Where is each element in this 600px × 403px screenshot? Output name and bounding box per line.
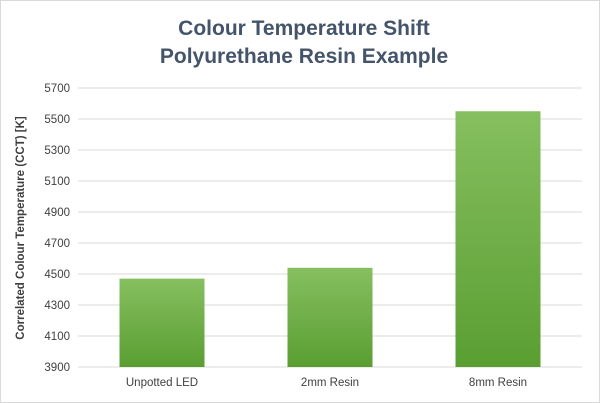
x-tick-label: 2mm Resin xyxy=(301,377,359,389)
y-tick-label: 5100 xyxy=(44,176,70,188)
x-axis-ticks: Unpotted LED 2mm Resin 8mm Resin xyxy=(126,377,527,389)
y-tick-label: 4700 xyxy=(44,238,70,250)
y-axis-title: Correlated Colour Temperature (CCT) [K] xyxy=(15,116,27,340)
y-tick-label: 5500 xyxy=(44,114,70,126)
bars xyxy=(119,111,541,367)
bar-2mm-resin xyxy=(287,267,373,367)
bar-8mm-resin xyxy=(455,111,541,367)
y-tick-label: 3900 xyxy=(44,362,70,374)
y-tick-label: 5700 xyxy=(44,83,70,95)
y-axis-ticks: 3900 4100 4300 4500 4700 4900 5100 5300 5500 5700 xyxy=(44,83,70,374)
y-tick-label: 5300 xyxy=(44,145,70,157)
chart-title-line-2: Polyurethane Resin Example xyxy=(160,45,448,68)
bar-unpotted-led xyxy=(119,278,205,367)
chart-title-line-1: Colour Temperature Shift xyxy=(178,17,430,40)
x-tick-label: Unpotted LED xyxy=(126,377,198,389)
x-tick-label: 8mm Resin xyxy=(469,377,527,389)
y-tick-label: 4100 xyxy=(44,331,70,343)
y-tick-label: 4300 xyxy=(44,300,70,312)
y-tick-label: 4500 xyxy=(44,269,70,281)
y-tick-label: 4900 xyxy=(44,207,70,219)
